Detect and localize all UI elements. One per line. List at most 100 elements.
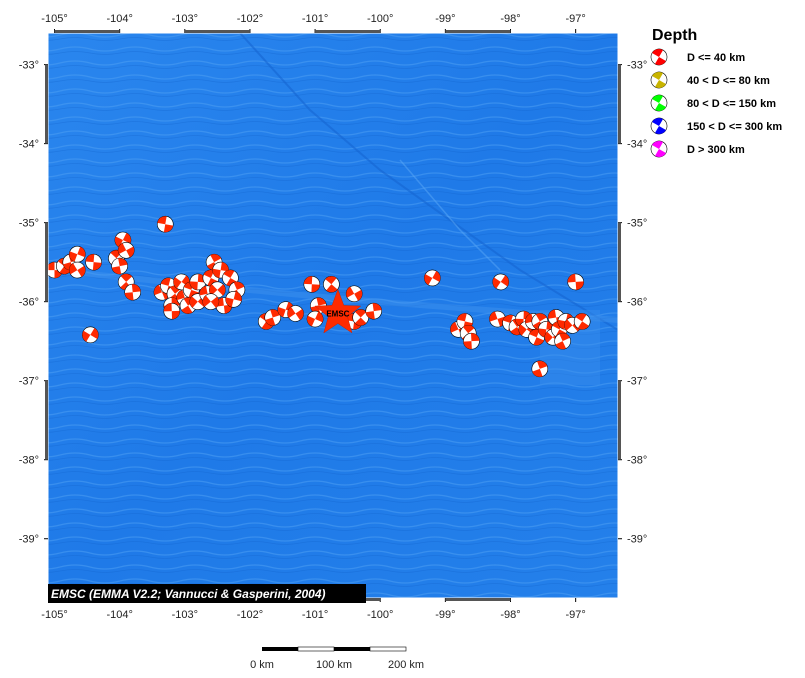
lat-tick-label: -34° <box>19 139 39 151</box>
frame-segment <box>618 64 621 144</box>
focal-mechanism <box>463 332 480 350</box>
lat-tick-label: -38° <box>19 455 39 467</box>
frame-segment <box>618 222 621 302</box>
scale-label-0: 0 km <box>250 659 274 671</box>
lon-tick-label: -103° <box>172 609 198 621</box>
credit-text: EMSC (EMMA V2.2; Vannucci & Gasperini, 2… <box>51 587 326 601</box>
frame-segment <box>45 222 48 302</box>
focal-mechanism <box>202 293 220 310</box>
focal-mechanism <box>573 313 591 330</box>
legend-item-label: 80 < D <= 150 km <box>687 98 776 110</box>
lat-tick-label: -37° <box>627 376 647 388</box>
focal-mechanism <box>124 283 141 301</box>
frame-segment <box>54 30 120 33</box>
frame-segment <box>445 598 511 601</box>
longitude-labels-top: -105° -104° -103° -102° -101° -100° -99° -98° -9… <box>41 13 586 25</box>
focal-mechanism <box>82 326 99 344</box>
lon-tick-label: -105° <box>41 13 67 25</box>
lat-tick-label: -33° <box>627 60 647 72</box>
legend-mechanism-icon <box>650 48 668 66</box>
focal-mechanism <box>554 332 571 350</box>
focal-mechanism <box>111 257 128 275</box>
epicenter-star <box>314 288 362 334</box>
scale-label-200: 200 km <box>388 659 424 671</box>
legend-mechanism-icon <box>650 94 668 112</box>
lon-tick-label: -98° <box>500 13 520 25</box>
lon-tick-label: -97° <box>566 609 586 621</box>
lat-tick-label: -34° <box>627 139 647 151</box>
focal-mechanism <box>492 273 510 291</box>
legend-mechanism-icon <box>650 117 668 135</box>
legend-item-label: D > 300 km <box>687 144 745 156</box>
lat-tick-label: -39° <box>627 534 647 546</box>
focal-mechanism <box>489 310 506 328</box>
focal-mechanism <box>531 360 549 378</box>
lon-tick-label: -104° <box>106 13 132 25</box>
latitude-labels-right: -33° -34° -35° -36° -37° -38° -39° <box>627 60 647 546</box>
lon-tick-label: -105° <box>41 609 67 621</box>
lat-tick-label: -38° <box>627 455 647 467</box>
longitude-labels-bottom: -105° -104° -103° -102° -101° -100° -99° -98° -9… <box>41 609 586 621</box>
lon-tick-label: -100° <box>367 609 393 621</box>
frame-segment <box>45 380 48 460</box>
focal-mechanism <box>163 302 181 320</box>
lat-tick-label: -33° <box>19 60 39 72</box>
lat-tick-label: -36° <box>19 297 39 309</box>
focal-mechanism <box>567 273 584 291</box>
focal-mechanism <box>287 305 304 322</box>
frame-segment <box>184 30 250 33</box>
legend-mechanism-icon <box>650 71 668 89</box>
lon-tick-label: -101° <box>302 609 328 621</box>
lat-tick-label: -36° <box>627 297 647 309</box>
lon-tick-label: -99° <box>435 13 455 25</box>
focal-mechanism <box>345 285 363 303</box>
lon-tick-label: -98° <box>500 609 520 621</box>
epicenter-label: EMSC <box>326 310 349 319</box>
lon-tick-label: -103° <box>172 13 198 25</box>
lon-tick-label: -102° <box>237 13 263 25</box>
fracture-zone <box>399 159 501 271</box>
focal-mechanisms <box>48 215 591 378</box>
legend-mechanism-icon <box>650 140 668 158</box>
fracture-zone <box>239 33 618 331</box>
lat-tick-label: -39° <box>19 534 39 546</box>
focal-mechanism <box>424 269 441 287</box>
lon-tick-label: -97° <box>566 13 586 25</box>
legend-title: Depth <box>652 27 697 44</box>
scale-label-100: 100 km <box>316 659 352 671</box>
focal-mechanism <box>306 310 324 328</box>
map-area[interactable]: EMSC <box>47 32 619 599</box>
lon-tick-label: -100° <box>367 13 393 25</box>
legend-item-label: 150 < D <= 300 km <box>687 121 782 133</box>
focal-mechanism <box>225 291 242 308</box>
frame-segment <box>45 64 48 144</box>
epicenter-marker: EMSC <box>314 288 362 334</box>
lon-tick-label: -102° <box>237 609 263 621</box>
frame-segment <box>445 30 511 33</box>
lat-tick-label: -37° <box>19 376 39 388</box>
lon-tick-label: -104° <box>106 609 132 621</box>
frame-segment <box>315 30 381 33</box>
lon-tick-label: -99° <box>435 609 455 621</box>
lat-tick-label: -35° <box>627 218 647 230</box>
scale-bar: 0 km 100 km 200 km <box>250 646 424 671</box>
focal-mechanism <box>117 242 135 259</box>
focal-mechanism <box>156 215 174 233</box>
lat-tick-label: -35° <box>19 218 39 230</box>
credit-box: EMSC (EMMA V2.2; Vannucci & Gasperini, 2… <box>48 584 366 603</box>
legend-item-label: 40 < D <= 80 km <box>687 75 770 87</box>
focal-mechanism <box>323 275 340 293</box>
depth-legend: Depth D <= 40 km 40 < D <= 80 km 80 < D <=… <box>650 27 782 158</box>
spreading-ridge <box>48 267 618 323</box>
legend-item-label: D <= 40 km <box>687 52 745 64</box>
frame-segment <box>618 380 621 460</box>
focal-mechanism <box>69 261 86 279</box>
focal-mechanism <box>365 302 383 320</box>
latitude-labels-left: -33° -34° -35° -36° -37° -38° -39° <box>19 60 39 546</box>
focal-mechanism <box>85 253 102 271</box>
focal-mechanism <box>69 245 86 263</box>
focal-mechanism <box>303 275 321 293</box>
focal-mechanism <box>352 309 369 326</box>
lon-tick-label: -101° <box>302 13 328 25</box>
